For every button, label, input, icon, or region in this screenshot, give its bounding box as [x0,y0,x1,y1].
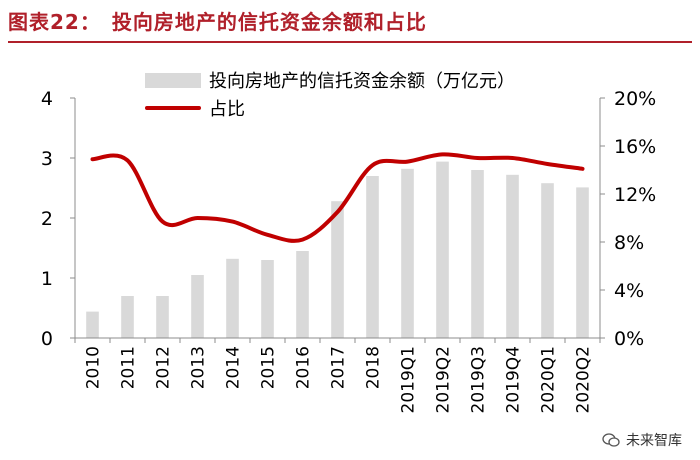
right-tick-label: 0% [614,328,644,350]
bar-2015 [261,260,274,338]
x-tick-label: 2015 [259,346,279,389]
bar-2019q3 [471,170,484,338]
bar-2019q4 [506,174,519,338]
legend-label-share: 占比 [209,99,245,120]
x-tick-label: 2019Q4 [504,346,524,413]
bar-2012 [156,296,169,338]
right-tick-label: 4% [614,280,644,302]
left-tick-label: 1 [41,268,53,290]
bar-2018 [366,176,379,338]
wechat-icon [602,433,620,447]
legend-item-share: 占比 [145,94,515,122]
x-tick-label: 2019Q3 [469,346,489,413]
legend-label-balance: 投向房地产的信托资金余额（万亿元） [209,71,515,92]
bar-2014 [226,258,239,338]
left-tick-label: 3 [41,148,53,170]
bar-2020q2 [576,187,589,338]
bar-2019q2 [436,161,449,338]
x-tick-label: 2018 [364,346,384,389]
legend-swatch-line [145,106,201,110]
title-underline [8,41,692,43]
legend: 投向房地产的信托资金余额（万亿元） 占比 [145,66,515,122]
legend-item-balance: 投向房地产的信托资金余额（万亿元） [145,66,515,94]
right-tick-label: 12% [614,184,656,206]
x-tick-label: 2013 [189,346,209,389]
x-tick-label: 2016 [294,346,314,389]
left-tick-label: 2 [41,208,53,230]
x-tick-label: 2010 [84,346,104,389]
bar-2019q1 [401,168,414,338]
bar-2016 [296,251,309,338]
x-tick-label: 2019Q1 [399,346,419,413]
bar-2017 [331,201,344,338]
x-tick-label: 2012 [154,346,174,389]
bar-2011 [121,296,134,338]
legend-swatch-bar [145,72,201,88]
chart-title: 图表22： 投向房地产的信托资金余额和占比 [8,10,427,34]
right-tick-label: 16% [614,136,656,158]
x-tick-label: 2020Q2 [574,346,594,413]
x-tick-label: 2014 [224,346,244,389]
x-tick-label: 2017 [329,346,349,389]
bar-2013 [191,275,204,338]
right-tick-label: 8% [614,232,644,254]
watermark-text: 未来智库 [626,433,682,449]
left-tick-label: 4 [41,88,53,110]
bar-2020q1 [541,183,554,338]
x-tick-label: 2020Q1 [539,346,559,413]
bar-2010 [86,311,99,338]
right-tick-label: 20% [614,88,656,110]
x-tick-label: 2019Q2 [434,346,454,413]
left-tick-label: 0 [41,328,53,350]
x-tick-label: 2011 [119,346,139,389]
watermark: 未来智库 [602,430,682,450]
